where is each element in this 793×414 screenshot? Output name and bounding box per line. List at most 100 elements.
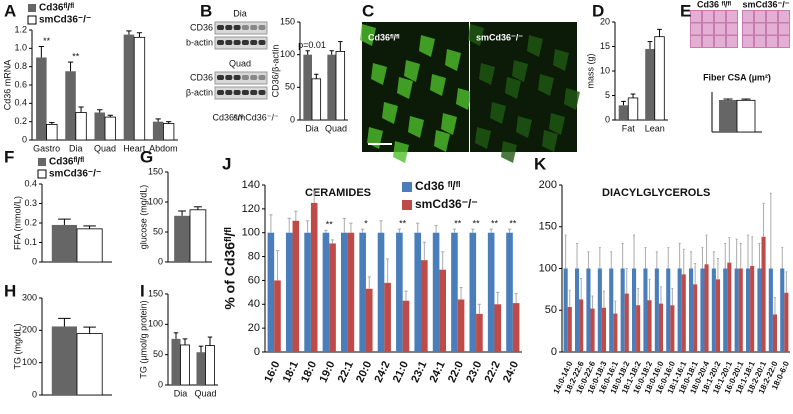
panel-letter: D [592, 1, 604, 20]
histology-cell [727, 11, 737, 22]
y-tick-label: 0 [158, 256, 163, 266]
annotation: ** [491, 219, 499, 229]
bar [658, 303, 664, 352]
bar [624, 293, 629, 352]
panel-letter: I [140, 281, 145, 300]
y-tick-label: 200 [22, 325, 37, 335]
fiber [419, 35, 435, 57]
fiber [456, 88, 472, 110]
fiber [404, 60, 420, 82]
blot-band [225, 75, 233, 80]
fiber [505, 77, 521, 99]
y-tick-label: 0.3 [24, 198, 37, 208]
fiber [564, 88, 580, 110]
fiber [382, 102, 398, 124]
bar [285, 232, 293, 352]
bar [180, 344, 190, 386]
legend-label: Cd36ᶠˡ/ᶠˡ [39, 3, 74, 14]
bar [46, 124, 58, 141]
fiber [468, 24, 484, 46]
bar [736, 99, 756, 133]
bar [174, 215, 190, 262]
blot-band [250, 40, 258, 45]
y-tick-label: 50 [285, 82, 295, 92]
blot-lane-label: smCd36⁻/⁻ [233, 112, 279, 122]
blot-band [258, 90, 266, 95]
legend-label: Cd36ᶠˡ/ᶠˡ [49, 157, 84, 168]
legend-swatch [37, 169, 47, 179]
blot-lane-label: Cd36ᶠˡ/ᶠˡ [213, 112, 244, 122]
blot-band [217, 40, 224, 45]
fiber [479, 63, 495, 85]
bar [384, 282, 391, 352]
histology-label: Cd36 ᶠˡ/ᶠˡ [697, 0, 732, 9]
bar [761, 236, 766, 352]
bar [590, 308, 595, 352]
panel-letter: K [534, 154, 547, 173]
bar [196, 352, 206, 385]
blot-band [258, 40, 266, 45]
histology-cell [703, 23, 713, 35]
histology-label: smCd36⁻/⁻ [742, 0, 789, 9]
fiber [434, 130, 450, 152]
legend-label: smCd36⁻/⁻ [415, 197, 478, 211]
bar [693, 284, 698, 352]
bar [347, 232, 355, 352]
bar [359, 232, 366, 352]
bar [487, 232, 495, 352]
y-tick-label: 20 [248, 322, 260, 334]
fiber [445, 49, 461, 71]
y-tick-label: 0 [551, 346, 557, 358]
x-tick-label: Heart [123, 143, 146, 153]
blot-title: Dia [233, 8, 247, 18]
bar [681, 274, 686, 352]
bar [457, 299, 465, 352]
histology-cell [703, 36, 713, 47]
histology-cell [727, 23, 737, 35]
legend-swatch [402, 200, 412, 210]
bar [162, 123, 175, 141]
x-tick-label: Lean [645, 123, 665, 133]
bar [723, 268, 728, 352]
bar [94, 112, 105, 140]
bar [303, 54, 312, 120]
x-tick-label: Quad [94, 143, 116, 153]
bar [274, 280, 281, 352]
legend-swatch [27, 15, 37, 25]
bar [133, 36, 146, 141]
y-axis-label: FFA (mmol/L) [12, 196, 22, 250]
bar [304, 232, 311, 352]
bar [643, 268, 648, 352]
bar [51, 224, 77, 262]
y-tick-label: 0 [158, 379, 163, 389]
bar [563, 268, 568, 352]
y-tick-label: 1.0 [14, 43, 27, 53]
x-tick-label: Gastro [33, 143, 60, 153]
histology-cell [743, 36, 753, 47]
y-tick-label: 50 [545, 304, 557, 316]
panel-letter: E [680, 1, 691, 20]
bar [76, 333, 103, 396]
blot-band [233, 40, 241, 45]
blot-row-label: b-actin [186, 37, 213, 47]
fiber [549, 113, 565, 135]
bar [432, 232, 440, 352]
bar [327, 54, 336, 120]
histology-cell [779, 36, 789, 47]
y-tick-label: 15 [600, 41, 610, 51]
fiber [475, 127, 491, 149]
bar [647, 300, 652, 352]
bar [76, 228, 103, 263]
annotation: ** [72, 51, 80, 61]
x-tick-label: Quad [194, 388, 216, 398]
bar [311, 78, 322, 121]
blot-band [250, 90, 258, 95]
legend-swatch [28, 4, 36, 12]
histology-cell [691, 11, 701, 22]
histology-cell [691, 23, 701, 35]
fiber [516, 116, 532, 138]
bar [476, 313, 483, 352]
bar [189, 209, 207, 263]
blot-band [241, 90, 249, 95]
